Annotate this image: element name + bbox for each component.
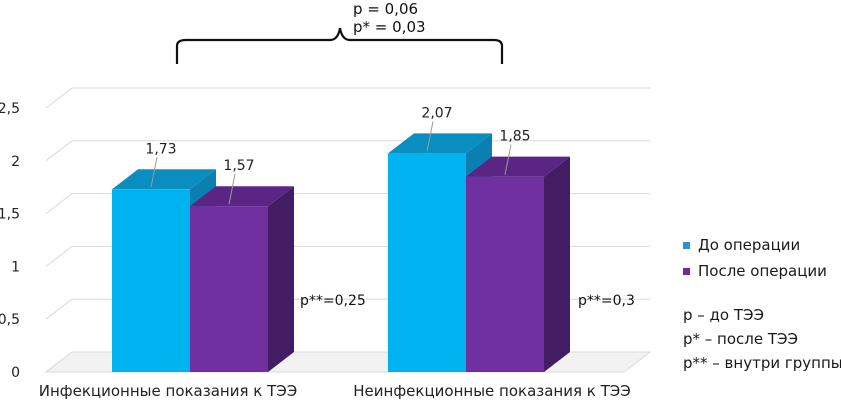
bar bbox=[466, 176, 544, 372]
bar-top bbox=[190, 186, 294, 207]
data-label-leader bbox=[504, 144, 512, 175]
significance-notes: p – до ТЭЭ p* – после ТЭЭ p** – внутри г… bbox=[683, 303, 841, 375]
note-p-double-star: p** – внутри группы bbox=[683, 354, 841, 372]
y-tick-label: 1 bbox=[11, 259, 20, 275]
y-tick-label: 1,5 bbox=[0, 207, 20, 223]
y-tick-label: 0 bbox=[11, 365, 20, 381]
data-label-leader bbox=[426, 121, 434, 152]
y-tick-label: 2,5 bbox=[0, 101, 20, 117]
legend: До операции После операции bbox=[683, 232, 827, 284]
bar-top bbox=[112, 169, 216, 190]
y-tick-label: 0,5 bbox=[0, 312, 20, 328]
bar-top bbox=[388, 133, 492, 154]
bar-side bbox=[544, 156, 570, 372]
gridline-depth bbox=[45, 87, 73, 109]
legend-label-before: До операции bbox=[698, 236, 801, 254]
gridline-depth bbox=[45, 140, 73, 162]
category-label: Неинфекционные показания к ТЭЭ bbox=[353, 382, 630, 400]
bar bbox=[112, 189, 190, 372]
gridline-depth bbox=[45, 298, 73, 320]
legend-swatch-before bbox=[683, 241, 690, 249]
category-label: Инфекционные показания к ТЭЭ bbox=[39, 382, 297, 400]
data-label-leader bbox=[228, 174, 236, 205]
gridline-depth bbox=[45, 193, 73, 214]
data-label: 1,57 bbox=[223, 158, 254, 174]
y-tick-label: 2 bbox=[11, 154, 20, 170]
data-label-leader bbox=[150, 157, 158, 188]
legend-item-after: После операции bbox=[683, 258, 827, 284]
annotation-p-star: p* = 0,03 bbox=[353, 18, 426, 36]
data-labels: 1,73 2,07 1,57 1,85 p**=0,25 p**=0,3 bbox=[145, 105, 634, 309]
note-p-star: p* – после ТЭЭ bbox=[683, 330, 798, 348]
group-p-value: p**=0,3 bbox=[578, 293, 635, 309]
data-label: 1,73 bbox=[145, 141, 176, 157]
bar bbox=[388, 153, 466, 372]
note-p: p – до ТЭЭ bbox=[683, 306, 764, 324]
gridline-depth bbox=[45, 246, 73, 267]
bars bbox=[112, 133, 570, 372]
bar-top bbox=[466, 156, 570, 177]
annotation-p: p = 0,06 bbox=[353, 0, 418, 18]
legend-swatch-after bbox=[683, 267, 690, 275]
legend-label-after: После операции bbox=[698, 262, 827, 280]
data-label: 1,85 bbox=[499, 129, 530, 145]
group-p-value: p**=0,25 bbox=[300, 293, 366, 309]
y-axis-ticks: 0 0,5 1 1,5 2 2,5 bbox=[0, 101, 20, 381]
bar-side bbox=[268, 186, 294, 372]
bar bbox=[190, 206, 268, 372]
legend-item-before: До операции bbox=[683, 232, 827, 258]
brace bbox=[175, 27, 504, 64]
data-label: 2,07 bbox=[421, 105, 452, 121]
category-labels: Инфекционные показания к ТЭЭ Неинфекционн… bbox=[39, 382, 631, 400]
comparison-brace: p = 0,06p* = 0,03 bbox=[175, 0, 504, 64]
